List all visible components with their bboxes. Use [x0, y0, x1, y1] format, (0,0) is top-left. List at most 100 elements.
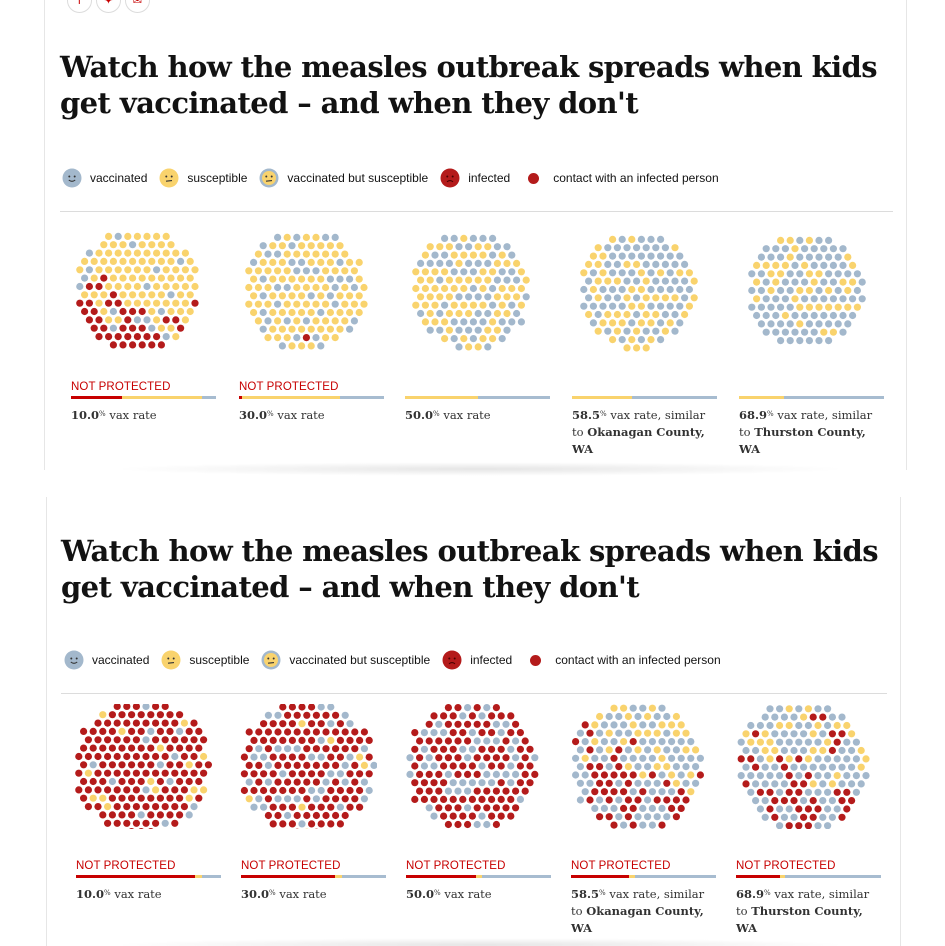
similar-to-text: to [572, 425, 588, 439]
person-dot [591, 804, 599, 812]
person-dot [796, 320, 804, 328]
person-dot [572, 738, 580, 746]
person-dot [269, 770, 277, 778]
person-dot [503, 276, 511, 284]
person-dot [815, 253, 823, 261]
person-dot [468, 762, 476, 770]
person-dot [848, 797, 856, 805]
person-dot [449, 729, 457, 737]
person-dot [166, 811, 174, 819]
susceptible-bar-segment [475, 875, 482, 878]
person-dot [444, 704, 452, 712]
person-dot [624, 763, 632, 771]
person-dot [351, 745, 359, 753]
person-dot [167, 274, 175, 282]
person-dot [123, 803, 131, 811]
person-dot [317, 704, 325, 711]
person-dot [624, 779, 632, 787]
person-dot [623, 344, 631, 352]
person-dot [780, 763, 788, 771]
person-dot [771, 763, 779, 771]
person-dot [454, 787, 462, 795]
person-dot [777, 270, 785, 278]
person-dot [274, 317, 282, 325]
person-dot [336, 753, 344, 761]
facebook-icon[interactable]: f [67, 0, 92, 13]
person-dot [781, 328, 789, 336]
person-dot [637, 252, 645, 260]
person-dot [666, 285, 674, 294]
person-dot [685, 269, 693, 277]
person-dot [479, 251, 487, 259]
person-dot [756, 788, 764, 796]
person-dot [825, 303, 833, 311]
person-dot [119, 257, 127, 265]
person-dot [426, 276, 434, 284]
person-dot [123, 752, 131, 761]
person-dot [809, 780, 817, 788]
county-name: Okanagan County, WA [572, 425, 705, 456]
person-dot [181, 316, 189, 324]
person-dot [639, 754, 647, 762]
person-dot [161, 819, 169, 827]
person-dot [468, 795, 476, 803]
person-dot [332, 795, 340, 803]
person-dot [308, 820, 316, 828]
person-dot [133, 282, 141, 291]
person-dot [307, 292, 315, 300]
person-dot [824, 805, 832, 813]
person-dot [195, 744, 203, 752]
person-dot [790, 797, 798, 805]
headline: Watch how the measles outbreak spreads w… [61, 533, 881, 605]
person-dot [279, 820, 287, 828]
person-dot [455, 326, 463, 334]
person-dot [152, 819, 160, 827]
person-dot [341, 761, 349, 769]
infected-face-icon [440, 168, 460, 188]
person-dot [105, 266, 113, 274]
person-dot [757, 286, 765, 295]
person-dot [142, 803, 150, 811]
person-dot [748, 303, 756, 311]
person-dot [172, 316, 180, 324]
person-dot [143, 266, 151, 274]
person-dot [129, 257, 137, 265]
person-dot [269, 242, 277, 250]
person-dot [677, 754, 685, 762]
person-dot [137, 811, 145, 819]
person-dot [648, 738, 656, 746]
person-dot [591, 788, 599, 796]
twitter-icon[interactable]: ✦ [96, 0, 121, 13]
person-dot [815, 286, 823, 295]
person-dot [95, 316, 103, 324]
person-dot [331, 250, 339, 258]
person-dot [483, 770, 491, 778]
email-icon[interactable]: ✉ [125, 0, 150, 13]
person-dot [84, 769, 92, 777]
person-dot [336, 770, 344, 778]
person-dot [766, 805, 774, 813]
person-dot [346, 292, 354, 300]
person-dot [176, 761, 184, 769]
person-dot [857, 746, 865, 755]
person-dot [420, 729, 428, 737]
person-dot [838, 746, 846, 755]
person-dot [341, 250, 349, 258]
person-dot [454, 820, 462, 829]
person-dot [119, 291, 127, 299]
person-dot [642, 277, 650, 285]
person-dot [753, 295, 761, 303]
person-dot [600, 721, 608, 729]
person-dot [483, 787, 491, 795]
person-dot [484, 309, 492, 318]
person-dot [186, 291, 194, 299]
person-dot [829, 261, 837, 269]
susceptible-face-icon [159, 168, 179, 188]
person-dot [809, 730, 817, 738]
person-dot [307, 242, 315, 250]
vax-rate-text: 50.0% vax rate [405, 407, 550, 424]
person-dot [521, 787, 529, 795]
person-dot [825, 236, 833, 244]
person-dot [652, 294, 660, 302]
person-dot [156, 777, 164, 786]
